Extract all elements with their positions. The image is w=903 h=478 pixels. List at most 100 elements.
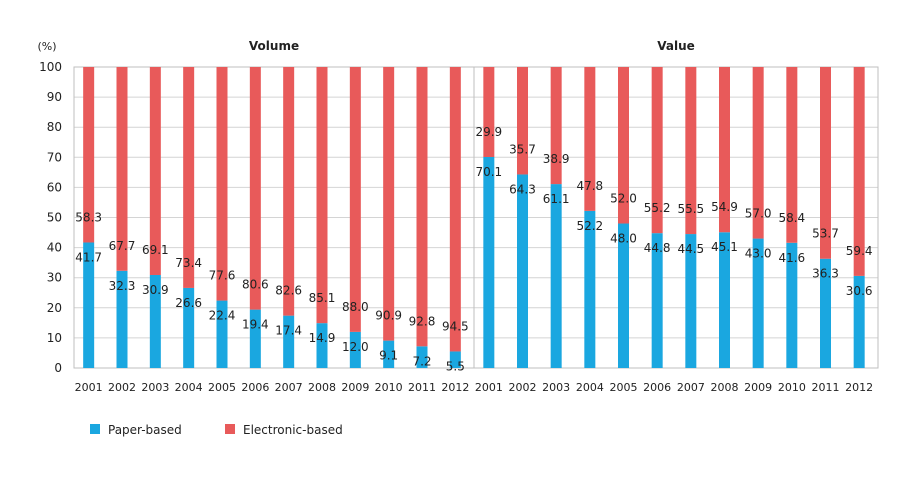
- y-tick-label-80: 80: [47, 120, 62, 134]
- data-label-paper-2003: 61.1: [543, 192, 570, 206]
- bar-electronic-2010: [786, 67, 798, 243]
- x-tick-label-2004: 2004: [175, 381, 203, 394]
- data-label-paper-2012: 30.6: [846, 284, 873, 298]
- bar-electronic-2003: [149, 67, 161, 275]
- y-tick-label-60: 60: [47, 180, 62, 194]
- data-label-electronic-2008: 85.1: [309, 291, 336, 305]
- data-label-paper-2005: 48.0: [610, 232, 637, 246]
- bar-electronic-2012: [853, 67, 865, 276]
- data-label-electronic-2012: 59.4: [846, 244, 873, 258]
- y-tick-label-100: 100: [39, 60, 62, 74]
- bar-electronic-2009: [752, 67, 764, 239]
- x-tick-label-2003: 2003: [542, 381, 570, 394]
- bar-paper-2005: [618, 223, 629, 368]
- x-tick-label-2005: 2005: [208, 381, 236, 394]
- data-label-electronic-2004: 73.4: [175, 256, 202, 270]
- bar-electronic-2009: [349, 67, 361, 332]
- bar-paper-2006: [249, 309, 261, 368]
- bar-paper-2004: [584, 210, 596, 368]
- bar-paper-2003: [550, 184, 562, 368]
- chart-panel-value: 70.1 29.9 2001 64.3 35.7 2002 61.1 38.9 2003 52.2…: [473, 66, 879, 394]
- data-label-paper-2012: 5.5: [446, 359, 465, 373]
- data-label-electronic-2007: 55.5: [677, 202, 704, 216]
- bar-paper-2008: [719, 232, 730, 368]
- data-label-electronic-2003: 38.9: [543, 152, 570, 166]
- x-tick-label-2001: 2001: [75, 381, 103, 394]
- legend-label-paper: Paper-based: [108, 423, 182, 437]
- x-tick-label-2001: 2001: [475, 381, 503, 394]
- volume-chart-title: Volume: [249, 39, 299, 53]
- bar-paper-2009: [752, 238, 764, 368]
- bar-paper-2011: [416, 346, 428, 368]
- bar-electronic-2004: [584, 67, 596, 211]
- x-tick-label-2010: 2010: [778, 381, 806, 394]
- x-tick-label-2008: 2008: [711, 381, 739, 394]
- bar-paper-2005: [216, 300, 228, 368]
- plot-layer: 41.7 58.3 2001 32.3 67.7 2002 30.9 69.1 2003 26.6…: [39, 60, 879, 394]
- x-tick-label-2011: 2011: [408, 381, 436, 394]
- data-label-electronic-2004: 47.8: [576, 179, 603, 193]
- bar-electronic-2001: [83, 67, 95, 243]
- data-label-electronic-2001: 29.9: [475, 125, 502, 139]
- y-tick-label-90: 90: [47, 90, 62, 104]
- bar-electronic-2002: [116, 67, 128, 271]
- data-label-paper-2008: 14.9: [309, 331, 336, 345]
- bar-paper-2001: [483, 156, 495, 368]
- bar-paper-2007: [685, 234, 697, 368]
- bar-electronic-2010: [383, 67, 395, 341]
- x-tick-label-2002: 2002: [108, 381, 136, 394]
- data-label-paper-2011: 7.2: [412, 354, 431, 368]
- data-label-paper-2006: 44.8: [644, 241, 671, 255]
- x-tick-label-2006: 2006: [643, 381, 671, 394]
- data-label-paper-2001: 70.1: [475, 165, 502, 179]
- x-tick-label-2002: 2002: [509, 381, 537, 394]
- bar-electronic-2006: [651, 67, 663, 234]
- data-label-electronic-2008: 54.9: [711, 200, 738, 214]
- bar-electronic-2003: [550, 67, 562, 185]
- y-tick-label-30: 30: [47, 271, 62, 285]
- data-label-electronic-2011: 92.8: [409, 314, 436, 328]
- bar-paper-2009: [349, 331, 361, 368]
- data-label-paper-2003: 30.9: [142, 283, 169, 297]
- data-label-paper-2001: 41.7: [75, 250, 102, 264]
- data-label-electronic-2002: 35.7: [509, 142, 536, 156]
- data-label-electronic-2009: 88.0: [342, 300, 369, 314]
- x-tick-label-2010: 2010: [375, 381, 403, 394]
- data-label-paper-2004: 26.6: [175, 296, 202, 310]
- bar-electronic-2005: [216, 67, 228, 301]
- data-label-paper-2007: 44.5: [677, 242, 704, 256]
- x-tick-label-2011: 2011: [812, 381, 840, 394]
- x-tick-label-2004: 2004: [576, 381, 604, 394]
- data-label-electronic-2005: 52.0: [610, 192, 637, 206]
- legend: Paper-based Electronic-based: [90, 423, 343, 437]
- bar-paper-2001: [83, 242, 95, 368]
- bar-paper-2010: [786, 242, 798, 368]
- data-label-paper-2009: 43.0: [745, 247, 772, 261]
- legend-swatch-electronic: [225, 424, 235, 434]
- bar-electronic-2011: [820, 67, 831, 259]
- bar-paper-2007: [283, 315, 295, 368]
- y-tick-label-70: 70: [47, 150, 62, 164]
- y-tick-label-10: 10: [47, 331, 62, 345]
- data-label-paper-2002: 64.3: [509, 182, 536, 196]
- data-label-paper-2010: 9.1: [379, 349, 398, 363]
- bar-electronic-2001: [483, 67, 495, 157]
- data-label-electronic-2002: 67.7: [109, 239, 136, 253]
- legend-swatch-paper: [90, 424, 100, 434]
- x-tick-label-2003: 2003: [141, 381, 169, 394]
- x-tick-label-2009: 2009: [744, 381, 772, 394]
- data-label-paper-2006: 19.4: [242, 318, 269, 332]
- legend-label-electronic: Electronic-based: [243, 423, 343, 437]
- plot-frame: [473, 66, 879, 369]
- bar-paper-2002: [517, 174, 528, 368]
- data-label-paper-2008: 45.1: [711, 240, 738, 254]
- data-label-electronic-2006: 80.6: [242, 278, 269, 292]
- data-label-electronic-2005: 77.6: [209, 269, 236, 283]
- bar-paper-2002: [116, 270, 128, 368]
- data-label-electronic-2003: 69.1: [142, 243, 169, 257]
- x-tick-label-2009: 2009: [341, 381, 369, 394]
- y-tick-label-20: 20: [47, 301, 62, 315]
- bar-paper-2012: [853, 275, 865, 368]
- bar-electronic-2007: [685, 67, 697, 235]
- data-label-electronic-2001: 58.3: [75, 210, 102, 224]
